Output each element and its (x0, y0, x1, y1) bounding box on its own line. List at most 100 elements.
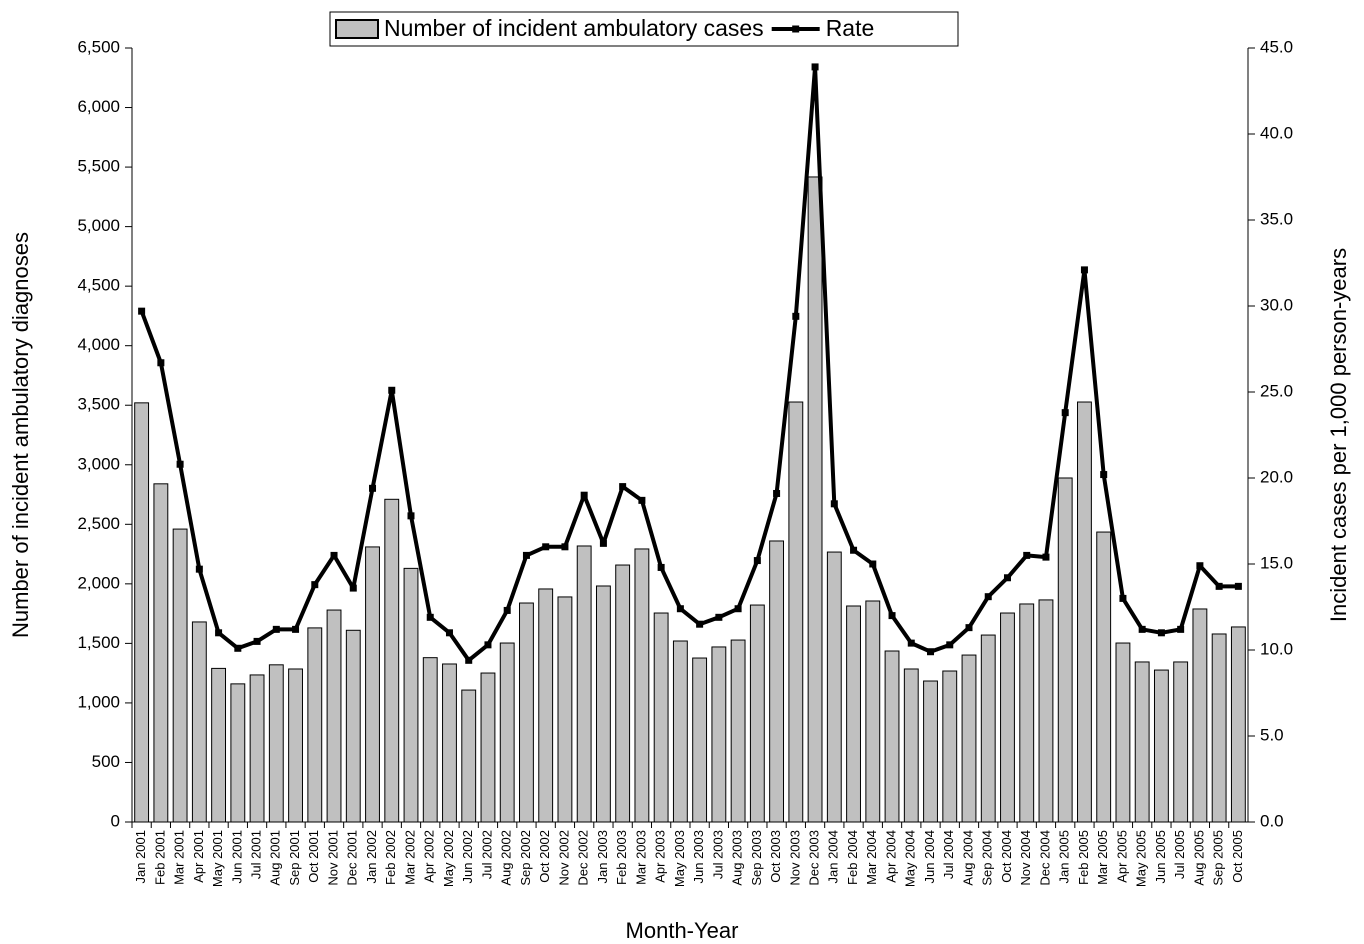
y-tick-label: 5,000 (77, 216, 120, 235)
rate-marker (638, 496, 646, 504)
x-tick-label: Jan 2001 (133, 830, 148, 884)
bar (1115, 642, 1131, 823)
bar (134, 402, 150, 823)
rate-marker (388, 386, 396, 394)
rate-marker (503, 606, 511, 614)
x-tick-label: Oct 2002 (537, 830, 552, 883)
bar (461, 689, 477, 823)
rate-marker (984, 593, 992, 601)
bar (826, 551, 842, 823)
rate-marker (1138, 625, 1146, 633)
x-tick-label: Sep 2004 (980, 830, 995, 886)
x-tick-label: Jul 2001 (249, 830, 264, 879)
bar (365, 546, 380, 823)
x-tick-label: Mar 2004 (864, 830, 879, 885)
rate-marker (830, 500, 838, 508)
x-tick-label: Oct 2003 (768, 830, 783, 883)
rate-marker (426, 613, 434, 621)
rate-marker (522, 551, 530, 559)
bar (980, 634, 996, 823)
rate-marker (157, 359, 165, 367)
rate-marker (138, 307, 146, 315)
x-tick-label: Sep 2002 (518, 830, 533, 886)
bar (1019, 603, 1035, 823)
bar (1230, 626, 1246, 823)
legend-label: Rate (826, 15, 875, 41)
y2-tick-label: 20.0 (1260, 467, 1293, 486)
bar (268, 664, 284, 823)
x-tick-label: Sep 2003 (749, 830, 764, 886)
rate-marker (311, 581, 319, 589)
rate-marker (907, 639, 915, 647)
x-tick-label: Feb 2004 (845, 830, 860, 885)
x-tick-label: Aug 2002 (499, 830, 514, 886)
bar (692, 657, 708, 823)
x-tick-label: Sep 2005 (1211, 830, 1226, 886)
y2-tick-label: 0.0 (1260, 811, 1284, 830)
bar (923, 680, 938, 823)
x-tick-label: Jun 2003 (691, 830, 706, 884)
y2-tick-label: 30.0 (1260, 295, 1293, 314)
legend-swatch (335, 19, 379, 39)
bar (672, 640, 688, 823)
x-tick-label: Apr 2005 (1114, 830, 1129, 883)
x-tick-label: Mar 2002 (402, 830, 417, 885)
rate-marker (176, 460, 184, 468)
bar (499, 642, 515, 823)
bar (249, 674, 265, 823)
rate-marker (272, 625, 280, 633)
rate-marker (580, 491, 588, 499)
rate-marker (1061, 409, 1069, 417)
rate-marker (234, 644, 242, 652)
rate-marker (1080, 266, 1088, 274)
rate-marker (215, 629, 223, 637)
rate-marker (715, 613, 723, 621)
rate-marker (599, 539, 607, 547)
rate-marker (696, 620, 704, 628)
bar (1057, 477, 1073, 823)
bar (595, 585, 611, 823)
bar (557, 596, 573, 823)
bar (172, 528, 188, 823)
x-tick-label: Nov 2002 (556, 830, 571, 886)
x-tick-label: Nov 2003 (787, 830, 802, 886)
bar (422, 657, 438, 823)
y2-tick-label: 40.0 (1260, 123, 1293, 142)
x-tick-label: Dec 2001 (345, 830, 360, 886)
rate-marker (1157, 629, 1165, 637)
x-tick-label: May 2001 (210, 830, 225, 887)
legend-frame (329, 11, 959, 47)
bar (211, 667, 227, 823)
x-tick-label: Jul 2005 (1172, 830, 1187, 879)
x-tick-label: Oct 2005 (1230, 830, 1245, 883)
bar (442, 663, 457, 823)
bar (307, 627, 323, 823)
bar (538, 588, 554, 823)
rate-marker (773, 489, 781, 497)
y-tick-label: 4,000 (77, 335, 120, 354)
y-tick-label: 6,000 (77, 97, 120, 116)
y-tick-label: 1,000 (77, 692, 120, 711)
rate-marker (619, 483, 627, 491)
x-axis-title: Month-Year (626, 918, 739, 943)
legend-marker (792, 25, 800, 33)
bar (807, 176, 823, 823)
x-tick-label: Feb 2001 (152, 830, 167, 885)
bar (576, 545, 592, 823)
rate-marker (330, 551, 338, 559)
rate-marker (811, 63, 819, 71)
x-tick-label: Aug 2005 (1191, 830, 1206, 886)
bar (884, 650, 900, 823)
x-tick-label: Aug 2004 (960, 830, 975, 886)
bar (1077, 401, 1092, 823)
x-tick-label: Aug 2003 (730, 830, 745, 886)
x-tick-label: Feb 2005 (1076, 830, 1091, 885)
bar (903, 668, 919, 823)
bar (711, 646, 727, 823)
rate-marker (445, 629, 453, 637)
y2-tick-label: 5.0 (1260, 725, 1284, 744)
rate-marker (927, 648, 935, 656)
bar (1134, 661, 1150, 823)
bar (1192, 608, 1208, 823)
rate-marker (753, 557, 761, 565)
